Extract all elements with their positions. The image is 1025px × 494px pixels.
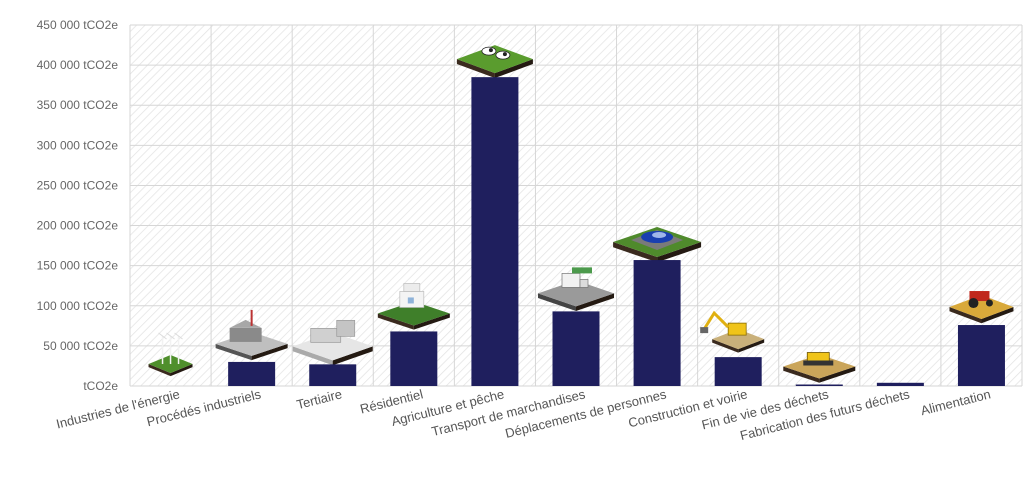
bar <box>552 311 600 386</box>
category-icons <box>148 45 1014 383</box>
x-tick-label: Tertiaire <box>295 386 344 412</box>
y-tick-label: tCO2e <box>83 379 118 393</box>
bar <box>228 361 276 386</box>
bar <box>876 382 924 386</box>
wind-turbines-icon <box>148 332 193 377</box>
cows-on-grass-icon <box>456 45 533 79</box>
y-axis: tCO2e 50 000 tCO2e 100 000 tCO2e 150 000 tC… <box>37 18 119 393</box>
x-tick-label: Alimentation <box>919 386 992 418</box>
bar <box>390 331 438 386</box>
bar <box>633 260 681 386</box>
y-tick-label: 150 000 tCO2e <box>37 259 119 273</box>
office-building-icon <box>292 319 373 366</box>
y-tick-label: 200 000 tCO2e <box>37 219 119 233</box>
y-tick-label: 400 000 tCO2e <box>37 58 119 72</box>
bar <box>471 77 519 387</box>
bar <box>795 384 843 386</box>
y-tick-label: 50 000 tCO2e <box>43 339 118 353</box>
bar <box>957 325 1005 386</box>
bar <box>714 357 762 386</box>
y-tick-label: 250 000 tCO2e <box>37 178 119 192</box>
y-tick-label: 350 000 tCO2e <box>37 98 119 112</box>
factory-icon <box>215 309 288 361</box>
grid-lines <box>129 24 1023 387</box>
bars <box>228 77 1005 387</box>
y-tick-label: 450 000 tCO2e <box>37 18 119 32</box>
delivery-truck-icon <box>538 267 614 311</box>
house-icon <box>377 283 450 330</box>
bulldozer-icon <box>783 352 856 383</box>
tractor-icon <box>949 291 1014 324</box>
y-tick-label: 100 000 tCO2e <box>37 299 119 313</box>
excavator-icon <box>700 310 765 353</box>
blue-car-icon <box>613 227 702 263</box>
bar <box>309 364 357 386</box>
y-tick-label: 300 000 tCO2e <box>37 138 119 152</box>
